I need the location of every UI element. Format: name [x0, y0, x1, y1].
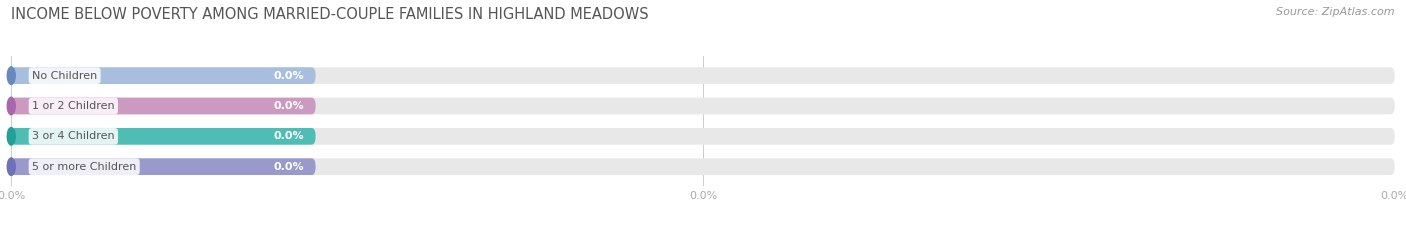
Text: No Children: No Children: [32, 71, 97, 81]
Text: INCOME BELOW POVERTY AMONG MARRIED-COUPLE FAMILIES IN HIGHLAND MEADOWS: INCOME BELOW POVERTY AMONG MARRIED-COUPL…: [11, 7, 650, 22]
Text: 0.0%: 0.0%: [274, 162, 305, 172]
Text: 1 or 2 Children: 1 or 2 Children: [32, 101, 115, 111]
FancyBboxPatch shape: [11, 128, 1395, 145]
FancyBboxPatch shape: [11, 98, 1395, 114]
Circle shape: [7, 128, 15, 145]
FancyBboxPatch shape: [11, 67, 1395, 84]
Text: 0.0%: 0.0%: [274, 71, 305, 81]
Text: 5 or more Children: 5 or more Children: [32, 162, 136, 172]
FancyBboxPatch shape: [11, 158, 315, 175]
FancyBboxPatch shape: [11, 158, 1395, 175]
FancyBboxPatch shape: [11, 128, 315, 145]
Text: 0.0%: 0.0%: [274, 101, 305, 111]
Circle shape: [7, 67, 15, 84]
Text: 3 or 4 Children: 3 or 4 Children: [32, 131, 115, 141]
Circle shape: [7, 97, 15, 115]
Circle shape: [7, 158, 15, 175]
Text: Source: ZipAtlas.com: Source: ZipAtlas.com: [1277, 7, 1395, 17]
FancyBboxPatch shape: [11, 98, 315, 114]
FancyBboxPatch shape: [11, 67, 315, 84]
Text: 0.0%: 0.0%: [274, 131, 305, 141]
